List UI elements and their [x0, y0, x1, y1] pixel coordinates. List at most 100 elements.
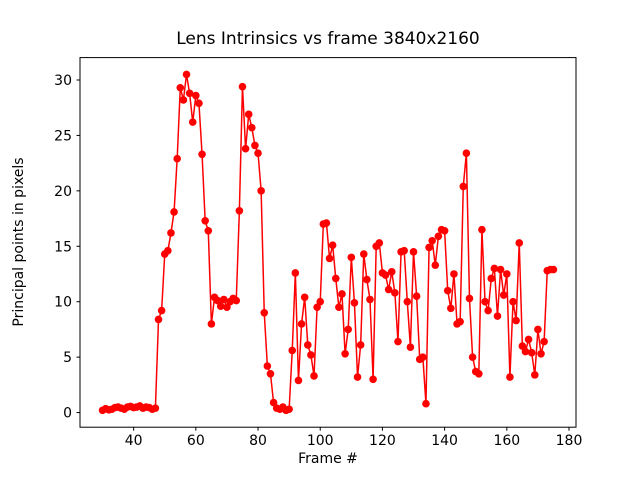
data-point — [524, 335, 533, 344]
data-point — [363, 275, 371, 284]
data-point — [462, 149, 471, 157]
data-point — [325, 254, 334, 263]
data-point — [216, 302, 225, 310]
data-point — [251, 141, 259, 150]
data-point — [534, 325, 542, 334]
data-point — [167, 229, 175, 237]
data-point — [157, 306, 166, 315]
data-point — [490, 264, 499, 273]
data-point — [400, 246, 408, 255]
data-point — [366, 295, 374, 304]
data-point — [425, 243, 433, 252]
data-point — [540, 337, 548, 346]
data-point — [347, 253, 356, 262]
data-point — [223, 303, 231, 312]
data-line — [102, 73, 554, 412]
data-point — [322, 219, 331, 227]
data-point — [164, 246, 172, 255]
data-point — [288, 346, 297, 355]
data-point — [328, 241, 337, 249]
data-point — [232, 296, 241, 305]
data-point — [447, 304, 455, 313]
data-point — [440, 226, 449, 235]
y-tick-label: 25 — [54, 128, 72, 144]
data-point — [241, 144, 250, 153]
data-point — [475, 369, 483, 378]
data-point — [478, 225, 486, 234]
y-axis-label: Principal points in pixels — [11, 157, 27, 326]
data-point — [459, 182, 468, 191]
data-point — [188, 118, 197, 126]
x-tick-label: 80 — [249, 433, 267, 449]
data-point — [499, 291, 508, 299]
data-point — [422, 399, 430, 408]
data-point — [537, 350, 545, 358]
data-point — [450, 270, 458, 278]
data-point — [412, 292, 421, 300]
data-point — [179, 96, 188, 104]
data-point — [238, 82, 247, 91]
data-point — [384, 285, 393, 294]
data-point — [549, 265, 558, 274]
data-point — [235, 207, 244, 215]
data-point — [213, 296, 222, 305]
data-point — [335, 303, 343, 312]
data-point — [350, 299, 359, 307]
data-point — [503, 270, 511, 278]
x-tick-label: 100 — [307, 433, 334, 449]
data-point — [257, 187, 265, 195]
data-point — [369, 375, 377, 384]
data-point — [207, 320, 216, 328]
data-point — [387, 267, 396, 276]
data-point — [531, 371, 539, 379]
data-point — [195, 99, 203, 108]
data-point — [285, 405, 293, 414]
data-point — [170, 208, 178, 216]
data-point — [391, 289, 399, 297]
data-point — [456, 317, 464, 326]
data-point — [260, 308, 269, 317]
data-point — [294, 376, 303, 385]
data-point — [493, 312, 502, 320]
x-tick-label: 40 — [125, 433, 143, 449]
data-point — [496, 265, 505, 274]
data-point — [353, 373, 362, 381]
data-point — [484, 306, 492, 315]
data-point — [521, 347, 530, 356]
data-point — [303, 341, 312, 349]
x-axis-label: Frame # — [298, 451, 358, 467]
data-point — [176, 83, 185, 92]
data-point — [506, 373, 514, 381]
axes-area: 40 60 80 100 120 140 160 180 0 5 10 15 20 25 30 — [54, 57, 582, 449]
data-point — [192, 91, 200, 100]
data-point — [381, 271, 390, 279]
data-point — [512, 316, 520, 325]
data-point — [375, 239, 384, 247]
x-tick-label: 140 — [431, 433, 458, 449]
data-point — [269, 398, 278, 407]
y-tick-label: 20 — [54, 184, 72, 200]
data-point — [409, 248, 418, 256]
y-tick-label: 15 — [54, 239, 72, 255]
data-point — [443, 286, 452, 295]
data-point — [468, 353, 477, 361]
data-point — [204, 226, 213, 235]
data-point — [527, 348, 536, 357]
data-point — [254, 149, 262, 157]
data-point — [297, 320, 306, 328]
data-point — [428, 236, 436, 245]
data-point — [248, 123, 256, 132]
data-point — [338, 290, 346, 298]
plot-border — [79, 57, 577, 428]
y-tick-label: 0 — [63, 406, 72, 422]
data-point — [518, 342, 527, 350]
data-point — [244, 110, 253, 119]
x-tick-label: 120 — [369, 433, 396, 449]
data-point — [515, 239, 524, 247]
data-point — [201, 216, 209, 225]
data-point — [151, 404, 160, 412]
x-tick-label: 60 — [187, 433, 205, 449]
y-tick-label: 10 — [54, 295, 72, 311]
